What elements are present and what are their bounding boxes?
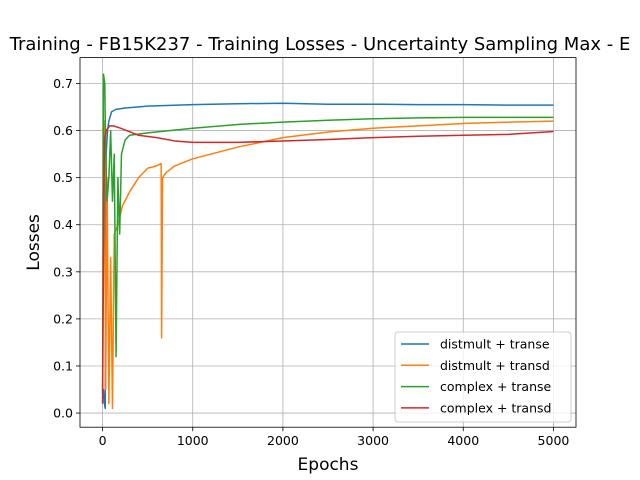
grid-lines bbox=[80, 57, 576, 428]
x-axis-label: Epochs bbox=[298, 455, 359, 475]
legend-box bbox=[394, 331, 572, 423]
y-tick-label: 0.0 bbox=[53, 406, 73, 421]
legend-label: distmult + transe bbox=[440, 337, 550, 352]
y-tick-label: 0.6 bbox=[53, 123, 73, 138]
y-tick-label: 0.3 bbox=[53, 264, 73, 279]
x-tick-label: 5000 bbox=[538, 433, 570, 448]
y-tick-label: 0.7 bbox=[53, 76, 73, 91]
series-layer bbox=[101, 73, 554, 410]
x-tick-label: 2000 bbox=[267, 433, 299, 448]
y-axis: 0.0 0.1 0.2 0.3 0.4 0.5 0.6 0.7 bbox=[53, 76, 80, 421]
y-tick-label: 0.4 bbox=[53, 217, 73, 232]
legend-label: complex + transd bbox=[440, 400, 551, 415]
y-axis-label: Losses bbox=[24, 214, 44, 271]
series-line-4 bbox=[101, 125, 554, 404]
x-tick-label: 0 bbox=[99, 433, 107, 448]
legend-label: complex + transe bbox=[440, 379, 552, 394]
series-line-3 bbox=[101, 73, 554, 395]
legend: distmult + transe distmult + transd comple… bbox=[394, 331, 572, 423]
plot-frame bbox=[79, 57, 577, 428]
y-tick-label: 0.5 bbox=[53, 170, 73, 185]
x-tick-label: 1000 bbox=[177, 433, 209, 448]
series-line-2 bbox=[101, 120, 554, 410]
y-tick-label: 0.2 bbox=[53, 311, 73, 326]
x-tick-label: 4000 bbox=[447, 433, 479, 448]
x-tick-label: 3000 bbox=[357, 433, 389, 448]
legend-label: distmult + transd bbox=[440, 358, 550, 373]
y-tick-label: 0.1 bbox=[53, 358, 73, 373]
chart-title: Training - FB15K237 - Training Losses - … bbox=[9, 34, 631, 55]
x-axis: 0 1000 2000 3000 4000 5000 bbox=[99, 427, 570, 448]
